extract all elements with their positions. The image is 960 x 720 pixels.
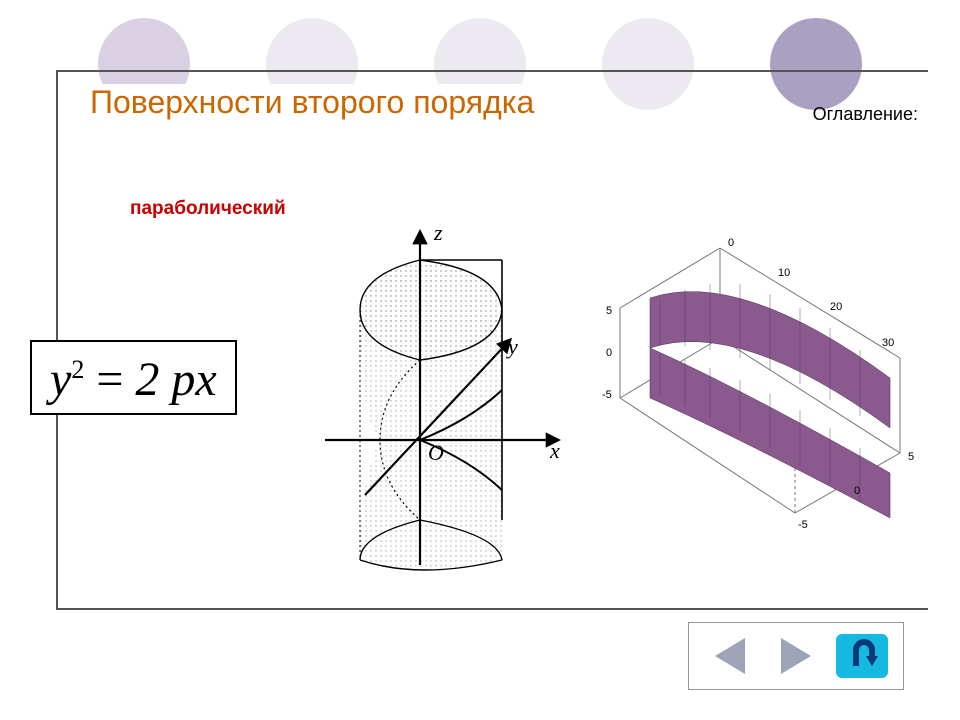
tick: 0 — [854, 485, 860, 497]
tick: 5 — [606, 305, 612, 317]
diagram-3d: 5 0 -5 0 10 20 30 5 0 -5 — [590, 228, 930, 568]
nav-prev-button[interactable] — [704, 634, 756, 678]
nav-next-button[interactable] — [770, 634, 822, 678]
page-title: Поверхности второго порядка — [84, 84, 540, 121]
toc-link[interactable]: Оглавление: — [813, 104, 918, 125]
formula: y2 = 2 px — [50, 353, 217, 406]
decor-circle — [770, 18, 862, 110]
formula-box: y2 = 2 px — [30, 340, 237, 415]
arrow-left-icon — [715, 638, 745, 674]
frame-border — [56, 70, 928, 72]
formula-lhs-var: y — [50, 353, 71, 406]
tick: -5 — [798, 519, 808, 531]
tick: 20 — [830, 301, 842, 313]
formula-eq: = — [96, 353, 123, 406]
decor-circle — [602, 18, 694, 110]
u-turn-icon — [842, 636, 882, 676]
tick: 10 — [778, 267, 790, 279]
nav-return-button[interactable] — [836, 634, 888, 678]
tick: 0 — [606, 347, 612, 359]
axis-label-z: z — [433, 220, 443, 245]
tick: 30 — [882, 337, 894, 349]
subtitle: параболический — [130, 198, 286, 220]
arrow-right-icon — [781, 638, 811, 674]
formula-rhs: 2 px — [135, 353, 216, 406]
nav-box — [688, 622, 904, 690]
diagram-2d: z x y O — [310, 220, 570, 580]
formula-lhs-exp: 2 — [71, 355, 84, 384]
axis-label-y: y — [506, 334, 518, 359]
tick: 5 — [908, 451, 914, 463]
axis-label-origin: O — [428, 440, 444, 465]
tick: 0 — [728, 237, 734, 249]
frame-border — [56, 608, 928, 610]
axis-label-x: x — [549, 438, 560, 463]
tick: -5 — [602, 389, 612, 401]
